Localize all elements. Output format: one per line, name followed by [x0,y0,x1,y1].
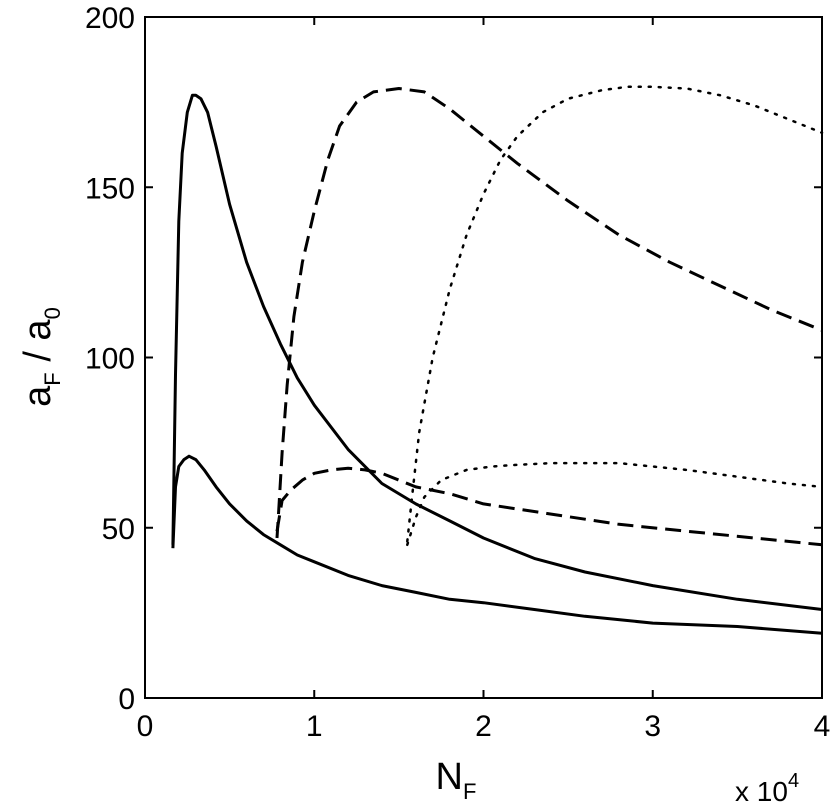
x-axis-label-sub: F [463,779,476,804]
y-tick-label: 200 [85,2,135,35]
series-layer [171,85,824,635]
y-axis-label-num-main: a [17,385,59,407]
x-tick-label: 1 [306,710,323,743]
y-tick-label: 100 [85,343,135,376]
y-axis-label-sep: / [17,341,59,373]
x-axis-multiplier: x 104 [735,770,799,807]
x-tick-label: 2 [475,710,492,743]
y-axis-label-num-sub: F [40,372,65,385]
x-tick-label: 3 [644,710,661,743]
y-axis-label-den-sub: 0 [40,307,65,319]
x-axis-label: NF [436,756,477,804]
series-line-solid-1 [171,454,823,635]
x-axis-label-main: N [436,756,463,798]
x-axis-multiplier-exp: 4 [788,770,799,792]
y-axis-label-den-main: a [17,319,59,341]
y-tick-label: 150 [85,172,135,205]
series-line-dashed-3 [275,466,823,547]
x-axis-multiplier-base: x 10 [735,776,788,807]
y-axis-label: aF / a0 [17,307,65,407]
series-line-dotted-4 [406,85,824,543]
series-line-solid-0 [171,93,823,611]
y-tick-label: 0 [118,683,135,716]
y-tick-label: 50 [102,513,135,546]
series-line-dashed-2 [275,87,823,539]
x-tick-label: 0 [137,710,154,743]
ticks-layer: 0 1 2 3 4 0 50 100 150 200 [85,2,830,743]
x-tick-label: 4 [814,710,831,743]
